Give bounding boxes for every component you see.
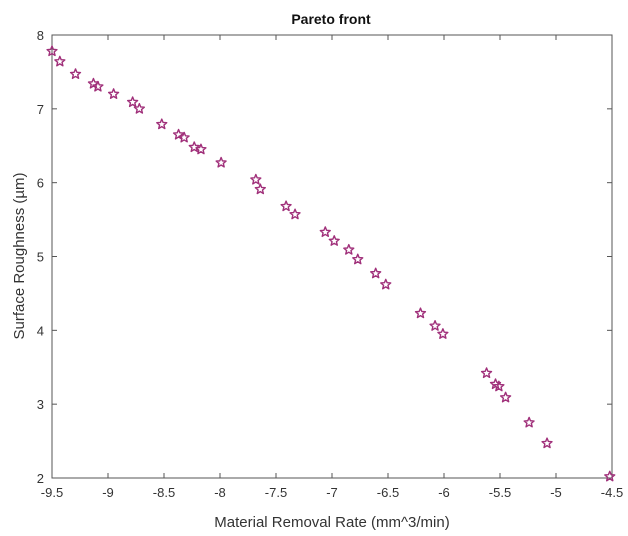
y-tick-label: 2: [37, 471, 44, 486]
y-axis-label: Surface Roughness (µm): [11, 172, 28, 339]
data-point: [133, 102, 146, 114]
data-point: [499, 391, 512, 403]
data-point: [429, 320, 441, 331]
x-tick-label: -7: [326, 485, 338, 500]
data-point: [188, 141, 200, 153]
x-tick-label: -5: [550, 485, 562, 500]
data-point: [215, 156, 227, 168]
data-point: [414, 307, 427, 319]
data-point: [328, 235, 340, 246]
y-tick-label: 4: [37, 323, 44, 338]
y-tick-label: 3: [37, 397, 44, 412]
data-point: [343, 243, 355, 255]
x-tick-label: -8: [214, 485, 226, 500]
data-point: [254, 183, 266, 195]
x-tick-label: -9.5: [41, 485, 63, 500]
data-point: [172, 128, 185, 140]
y-tick-label: 5: [37, 250, 44, 265]
data-point: [126, 96, 139, 108]
data-point: [319, 226, 331, 238]
data-point: [178, 131, 190, 143]
x-tick-label: -8.5: [153, 485, 175, 500]
data-point: [54, 55, 66, 67]
data-point: [604, 470, 616, 482]
data-point: [92, 80, 104, 92]
x-tick-label: -7.5: [265, 485, 287, 500]
data-point: [380, 278, 392, 290]
data-point: [523, 416, 535, 428]
data-point: [250, 173, 262, 185]
x-tick-label: -6.5: [377, 485, 399, 500]
data-point: [541, 437, 553, 449]
data-point: [46, 45, 58, 57]
data-point: [107, 88, 120, 99]
y-axis: 2 3 4 5 6 7 8: [37, 28, 612, 486]
data-points: [46, 45, 616, 482]
data-point: [69, 68, 82, 80]
x-axis: -9.5 -9 -8.5 -8 -7.5 -7 -6.5 -6 -5.5 -5 -4.5: [41, 35, 623, 500]
data-point: [352, 253, 364, 265]
data-point: [437, 328, 449, 339]
data-point: [280, 200, 292, 212]
x-tick-label: -5.5: [489, 485, 511, 500]
data-point: [370, 267, 382, 279]
data-point: [156, 118, 168, 130]
data-point: [480, 367, 493, 379]
y-tick-label: 8: [37, 28, 44, 43]
y-tick-label: 6: [37, 176, 44, 191]
x-tick-label: -4.5: [601, 485, 623, 500]
data-point: [289, 208, 301, 220]
chart-title: Pareto front: [291, 11, 371, 27]
y-tick-label: 7: [37, 102, 44, 117]
x-axis-label: Material Removal Rate (mm^3/min): [214, 514, 449, 531]
x-tick-label: -9: [102, 485, 114, 500]
data-point: [195, 143, 207, 155]
data-point: [493, 380, 505, 392]
x-tick-label: -6: [438, 485, 450, 500]
